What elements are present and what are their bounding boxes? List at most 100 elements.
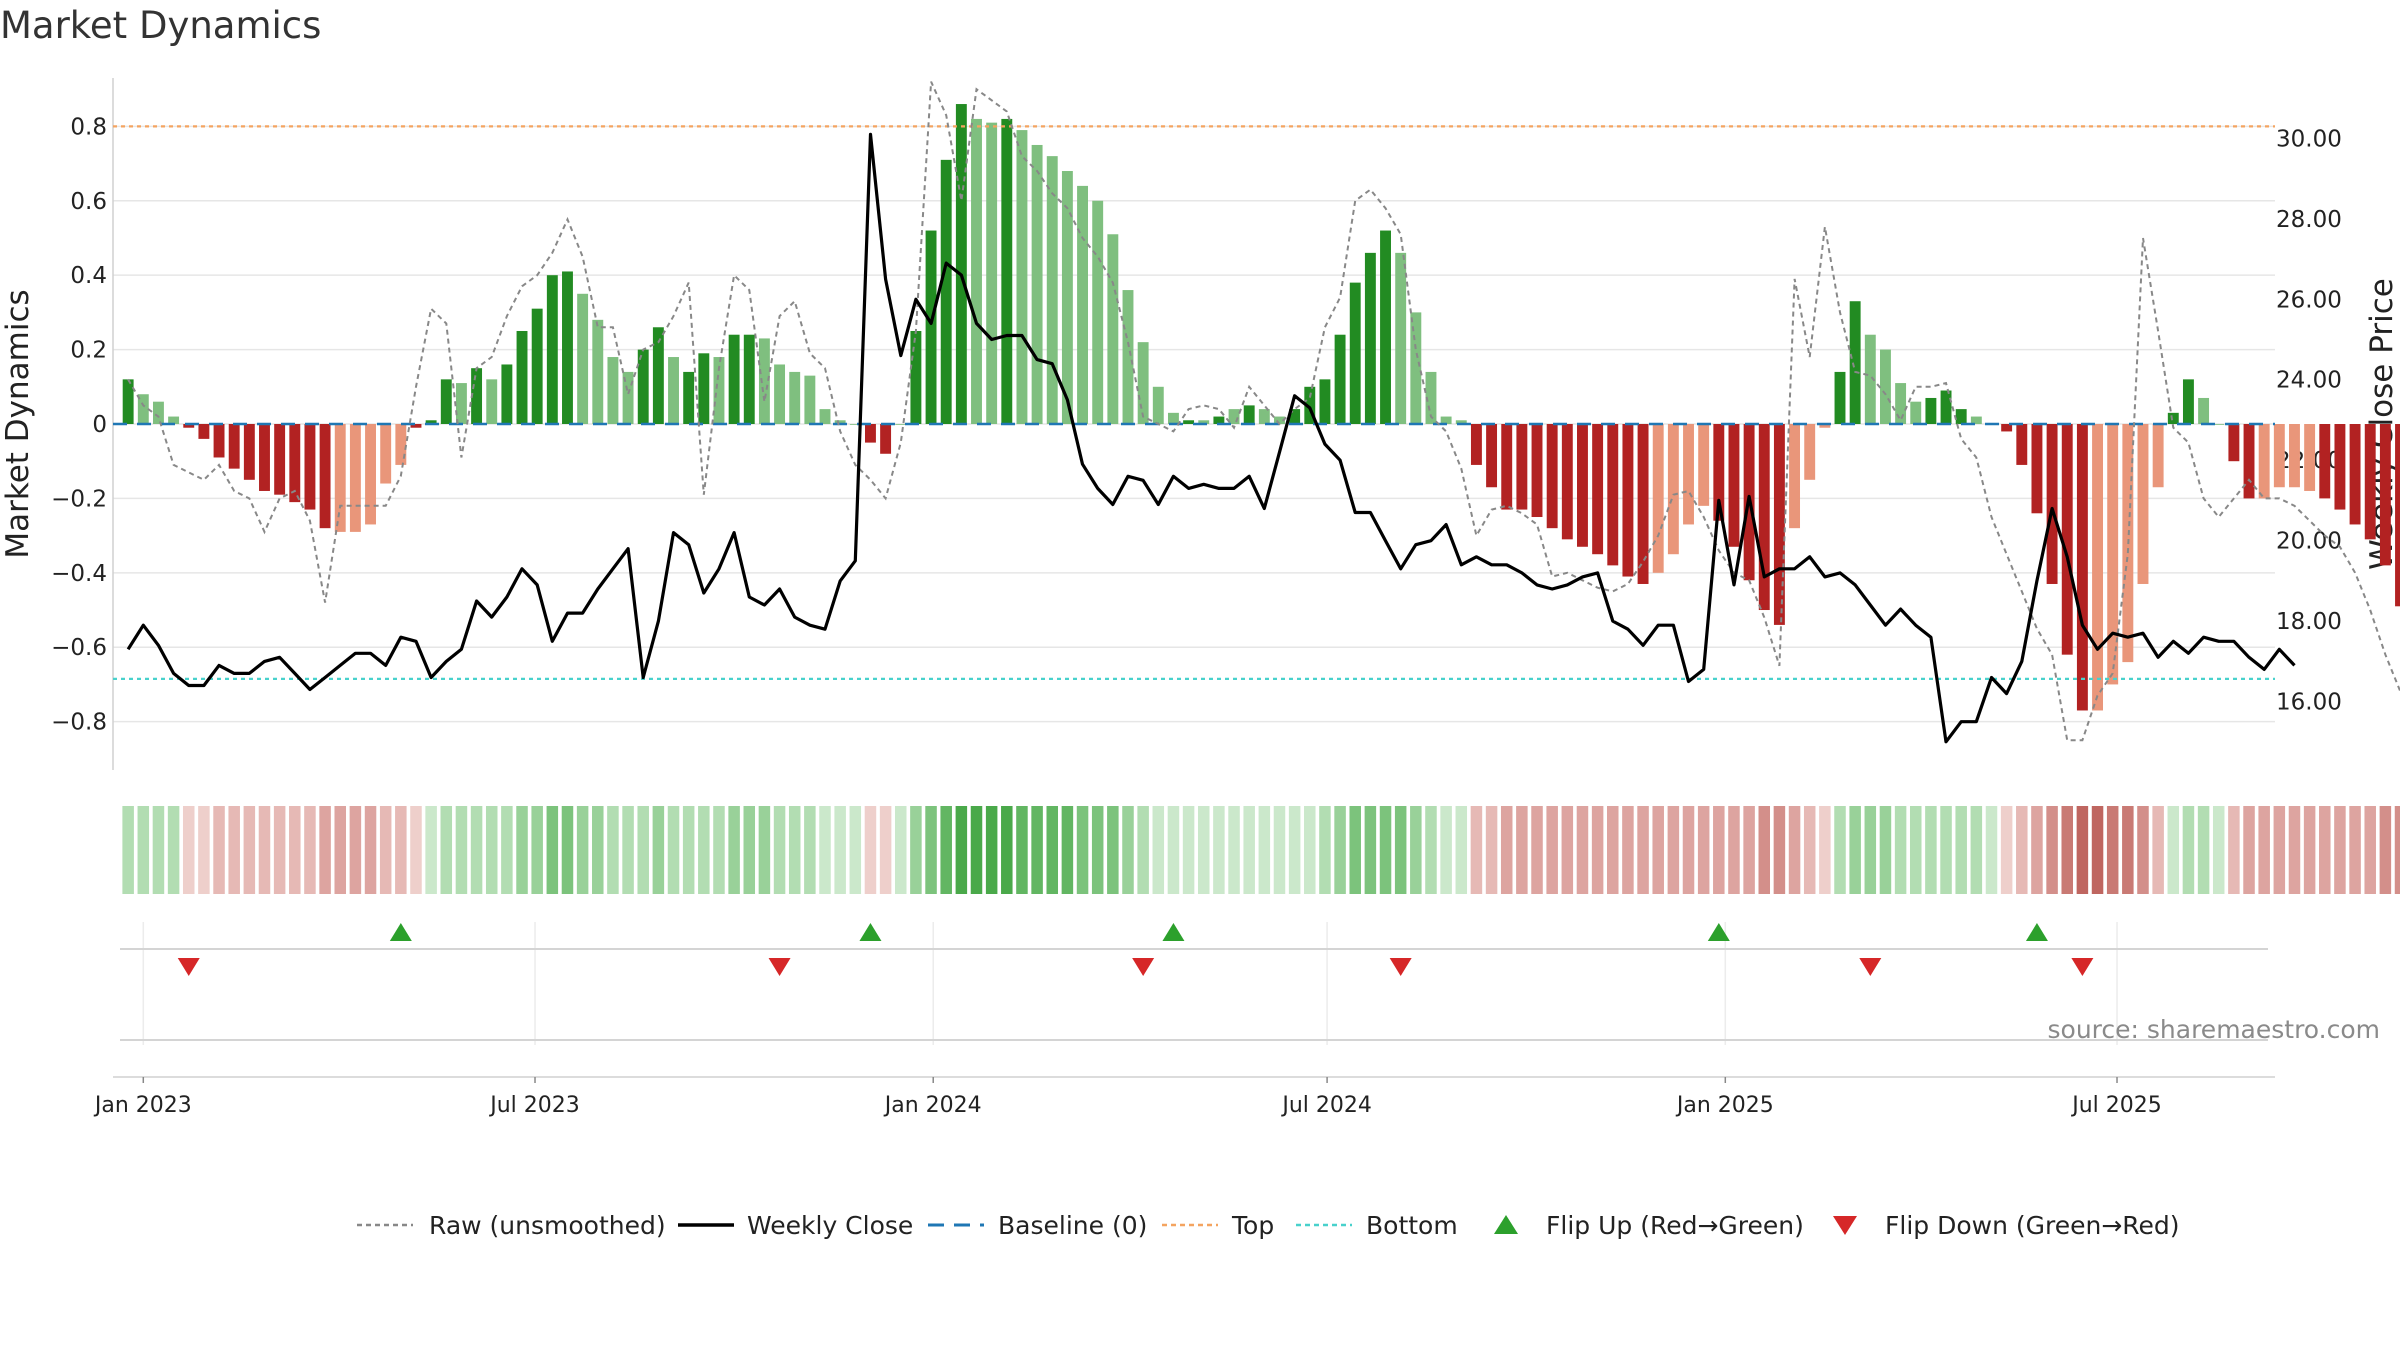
momentum-bar <box>758 338 770 424</box>
momentum-bar <box>2167 412 2179 424</box>
heat-strip-cell <box>1667 806 1680 894</box>
y-left-tick-label: 0 <box>92 412 107 438</box>
heat-strip-cell <box>1758 806 1771 894</box>
momentum-bar <box>1819 424 1831 428</box>
heat-strip-cell <box>1107 806 1119 894</box>
momentum-bar <box>743 334 755 424</box>
momentum-bar <box>849 424 861 425</box>
momentum-bar <box>637 349 649 424</box>
heat-strip-cell <box>1319 806 1331 894</box>
heat-strip-cell <box>304 806 316 894</box>
heat-strip-cell <box>1546 806 1558 894</box>
heat-strip-cell <box>2212 806 2225 894</box>
heat-strip-cell <box>410 806 422 894</box>
heat-strip-cell <box>1864 806 1877 894</box>
heat-strip-cell <box>213 806 225 894</box>
momentum-bar <box>1592 424 1604 555</box>
heat-strip-cell <box>698 806 710 894</box>
heat-strip-cell <box>1228 806 1240 894</box>
heat-strip-cell <box>985 806 998 894</box>
x-tick-label: Jan 2025 <box>1675 1093 1774 1118</box>
heat-strip-cell <box>1091 806 1104 894</box>
legend-label: Flip Up (Red→Green) <box>1546 1211 1804 1240</box>
momentum-bar <box>2092 424 2103 711</box>
y-left-tick-label: 0.4 <box>70 263 107 289</box>
heat-strip-cell <box>1622 806 1634 894</box>
heat-strip-cell <box>546 806 559 894</box>
heat-strip-cell <box>1728 806 1740 894</box>
momentum-bar <box>546 275 558 424</box>
y-left-tick-label: −0.4 <box>51 561 107 587</box>
momentum-bar <box>1349 282 1361 424</box>
heat-strip-cell <box>364 806 377 894</box>
heat-strip-cell <box>1803 806 1816 894</box>
momentum-bar <box>683 371 695 424</box>
heat-strip-cell <box>1425 806 1437 894</box>
momentum-bar <box>1001 118 1013 424</box>
heat-strip-cell <box>501 806 513 894</box>
heat-strip-cell <box>289 806 301 894</box>
heat-strip-cell <box>455 806 468 894</box>
momentum-bar <box>1834 371 1846 424</box>
heat-strip-cell <box>1031 806 1043 894</box>
heat-strip-cell <box>425 806 437 894</box>
momentum-bar <box>622 371 634 424</box>
momentum-bar <box>1243 405 1255 424</box>
heat-strip-cell <box>1273 806 1286 894</box>
heat-strip-cell <box>576 806 589 894</box>
heat-strip-cell <box>1243 806 1255 894</box>
heat-strip-cell <box>243 806 256 894</box>
momentum-bar <box>1637 424 1649 584</box>
momentum-bar <box>1879 349 1891 424</box>
momentum-bar <box>1137 342 1149 424</box>
momentum-bar <box>895 424 907 425</box>
momentum-bar <box>1440 416 1452 424</box>
momentum-bar <box>2364 424 2376 540</box>
momentum-bar <box>2258 424 2270 499</box>
heat-strip-cell <box>1849 806 1861 894</box>
heat-strip-cell <box>137 806 150 894</box>
heat-strip-cell <box>2273 806 2286 894</box>
heat-strip-cell <box>1607 806 1619 894</box>
heat-strip-cell <box>2152 806 2164 894</box>
flip-up-marker <box>389 923 412 941</box>
momentum-bar <box>1425 371 1437 424</box>
heat-strip-cell <box>804 806 816 894</box>
momentum-bars <box>122 104 2400 711</box>
heat-strip-cell <box>2288 806 2301 894</box>
heat-strip-cell <box>2334 806 2346 894</box>
heat-strip-cell <box>1470 806 1483 894</box>
flip-up-marker <box>2025 923 2048 941</box>
heat-strip-cell <box>1985 806 1998 894</box>
heat-strip-cell <box>2364 806 2376 894</box>
legend-label: Raw (unsmoothed) <box>429 1211 666 1240</box>
flip-panel: source: sharemaestro.com Jan 2023 Jul 2023… <box>93 922 2380 1118</box>
momentum-bar <box>1289 409 1301 424</box>
legend-swatch <box>1494 1215 1518 1234</box>
momentum-bar <box>2152 424 2164 488</box>
momentum-bar <box>1652 424 1664 573</box>
heat-strip-cell <box>1213 806 1225 894</box>
momentum-bar <box>1940 390 1952 424</box>
heat-strip-cell <box>485 806 498 894</box>
heat-strip-cell <box>592 806 604 894</box>
heat-strip-cell <box>1531 806 1543 894</box>
heat-strip-cell <box>1561 806 1574 894</box>
heat-strip-cell <box>1940 806 1952 894</box>
momentum-bar <box>2273 424 2285 488</box>
heat-strip-cell <box>2061 806 2073 894</box>
flip-down-marker <box>177 958 200 976</box>
x-tick-label: Jul 2023 <box>488 1093 580 1118</box>
heat-strip-cell <box>1046 806 1059 894</box>
heat-strip-cell <box>1167 806 1180 894</box>
heat-strip-cell <box>1788 806 1801 894</box>
heat-strip-cell <box>2182 806 2195 894</box>
momentum-bar <box>698 353 710 424</box>
momentum-bar <box>955 104 967 425</box>
heat-strip-cell <box>2076 806 2089 894</box>
heat-strip-cell <box>2137 806 2149 894</box>
momentum-bar <box>1546 424 1558 529</box>
momentum-bar <box>1061 171 1073 424</box>
heat-strip-cell <box>1379 806 1392 894</box>
legend: Raw (unsmoothed) Weekly Close Baseline (0)… <box>357 1211 2180 1240</box>
